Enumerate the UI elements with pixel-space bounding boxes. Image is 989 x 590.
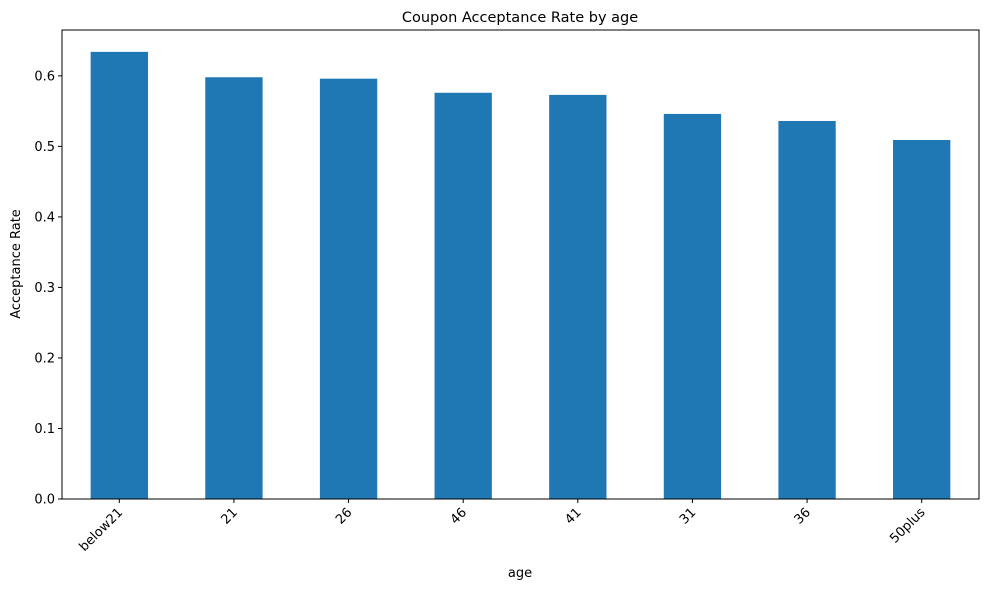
bar-50plus bbox=[893, 140, 951, 499]
y-tick-label: 0.6 bbox=[34, 69, 55, 84]
bar-21 bbox=[205, 77, 263, 500]
y-tick-label: 0.3 bbox=[34, 281, 55, 296]
y-tick-label: 0.5 bbox=[34, 140, 55, 155]
y-tick-label: 0.0 bbox=[34, 493, 55, 508]
bar-26 bbox=[319, 78, 378, 500]
y-tick-label: 0.4 bbox=[34, 210, 55, 225]
bar-41 bbox=[549, 94, 607, 499]
bar-36 bbox=[778, 120, 836, 500]
y-tick-label: 0.2 bbox=[34, 351, 55, 366]
y-axis: 0.0 0.1 0.2 0.3 0.4 0.5 0.6 bbox=[34, 69, 62, 508]
bar-31 bbox=[663, 113, 722, 499]
x-axis-title: age bbox=[508, 566, 532, 581]
chart-title: Coupon Acceptance Rate by age bbox=[402, 10, 638, 26]
bars-group bbox=[90, 51, 951, 500]
bar-below21 bbox=[90, 51, 148, 499]
y-axis-title: Acceptance Rate bbox=[9, 209, 24, 319]
bar-46 bbox=[434, 92, 492, 499]
plot-frame bbox=[61, 29, 980, 500]
y-tick-label: 0.1 bbox=[34, 422, 55, 437]
